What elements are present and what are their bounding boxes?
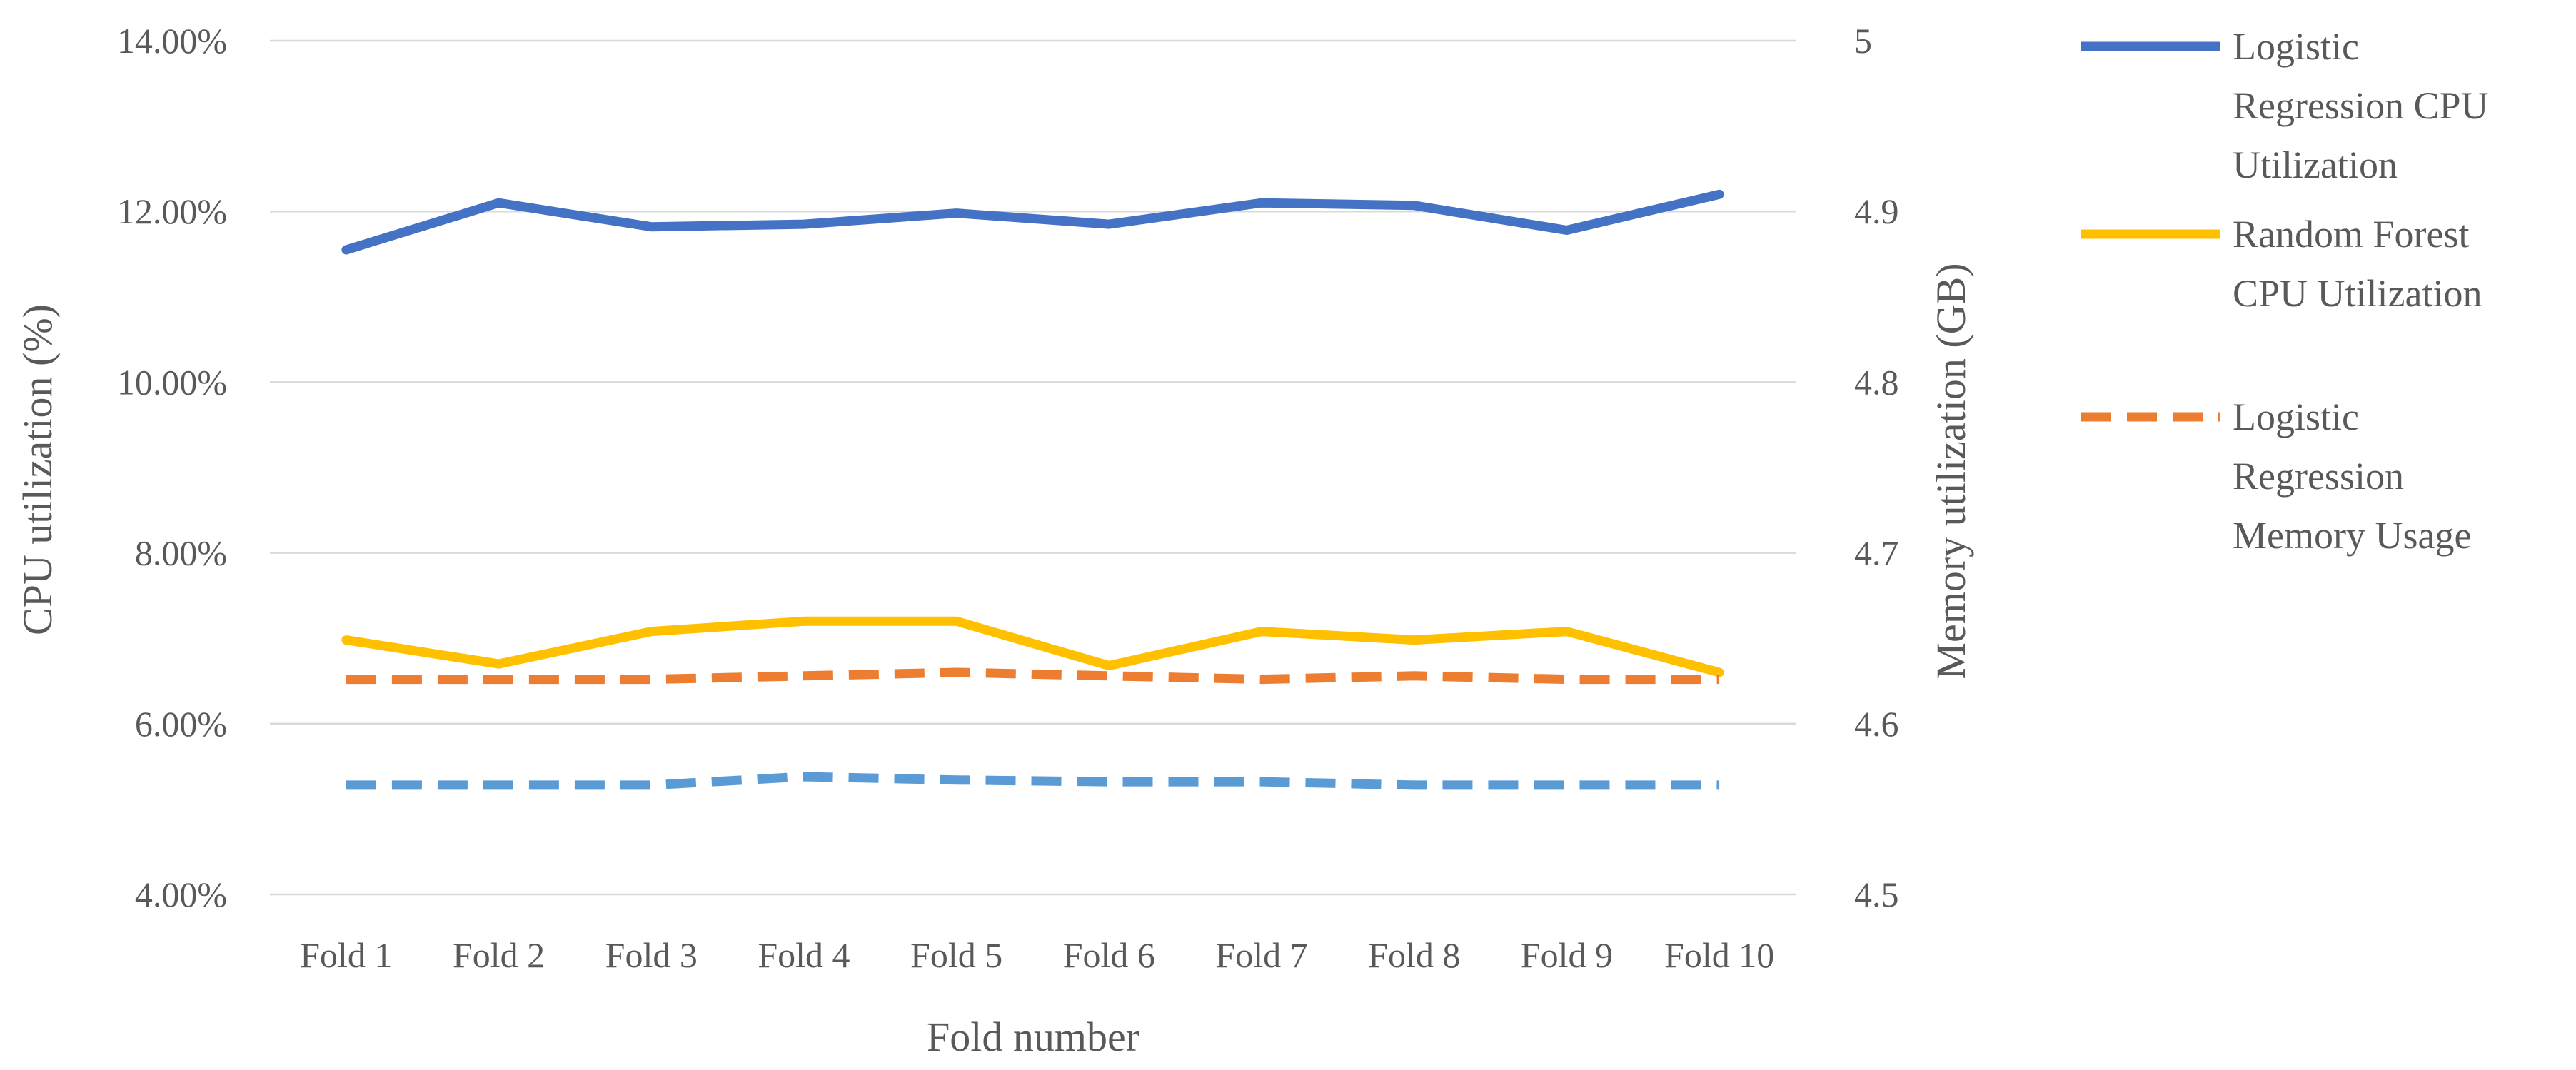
right-y-tick-label: 4.8 bbox=[1854, 362, 1899, 402]
left-y-tick-label: 14.00% bbox=[117, 21, 227, 61]
x-axis-ticks: Fold 1 Fold 2 Fold 3 Fold 4 Fold 5 Fold 6 Fold… bbox=[300, 935, 1774, 975]
legend-label: Memory Usage bbox=[2233, 514, 2471, 557]
right-y-tick-label: 4.5 bbox=[1854, 874, 1899, 914]
x-tick-label: Fold 8 bbox=[1368, 935, 1460, 975]
y-axis-title: CPU utilization (%) bbox=[14, 304, 61, 635]
series-line-3 bbox=[346, 667, 1720, 685]
series-line-2 bbox=[341, 616, 1724, 677]
x-tick-label: Fold 5 bbox=[910, 935, 1002, 975]
series-line-4 bbox=[346, 772, 1720, 790]
legend-label: Regression bbox=[2233, 455, 2404, 498]
x-axis-title: Fold number bbox=[927, 1014, 1139, 1060]
right-y-axis-ticks: 4.5 4.6 4.7 4.8 4.9 5 bbox=[1854, 21, 1899, 914]
x-tick-label: Fold 1 bbox=[300, 935, 392, 975]
left-y-axis-ticks: 4.00% 6.00% 8.00% 10.00% 12.00% 14.00% bbox=[117, 21, 227, 914]
right-y-tick-label: 4.6 bbox=[1854, 704, 1899, 744]
legend-label: Regression CPU bbox=[2233, 84, 2489, 127]
x-tick-label: Fold 9 bbox=[1521, 935, 1613, 975]
left-y-tick-label: 8.00% bbox=[135, 533, 227, 573]
legend-label: Random Forest bbox=[2233, 213, 2470, 256]
series-lines bbox=[341, 189, 1724, 790]
legend-label: CPU Utilization bbox=[2233, 272, 2482, 315]
series-line-1 bbox=[341, 189, 1724, 255]
x-tick-label: Fold 6 bbox=[1063, 935, 1155, 975]
y2-axis-title: Memory utilization (GB) bbox=[1928, 263, 1974, 679]
right-y-tick-label: 4.9 bbox=[1854, 191, 1899, 231]
left-y-tick-label: 10.00% bbox=[117, 362, 227, 402]
x-tick-label: Fold 2 bbox=[453, 935, 545, 975]
x-tick-label: Fold 7 bbox=[1215, 935, 1307, 975]
left-y-tick-label: 6.00% bbox=[135, 704, 227, 744]
gridlines bbox=[270, 39, 1796, 896]
right-y-tick-label: 4.7 bbox=[1854, 533, 1899, 573]
left-y-tick-label: 4.00% bbox=[135, 874, 227, 914]
legend-label: Logistic bbox=[2233, 395, 2359, 438]
left-y-tick-label: 12.00% bbox=[117, 191, 227, 231]
x-tick-label: Fold 10 bbox=[1664, 935, 1774, 975]
legend-label: Logistic bbox=[2233, 25, 2359, 68]
right-y-tick-label: 5 bbox=[1854, 21, 1872, 61]
legend: Logistic Regression CPU Utilization Random … bbox=[2081, 25, 2489, 557]
x-tick-label: Fold 4 bbox=[758, 935, 850, 975]
legend-label: Utilization bbox=[2233, 143, 2398, 186]
x-tick-label: Fold 3 bbox=[605, 935, 698, 975]
